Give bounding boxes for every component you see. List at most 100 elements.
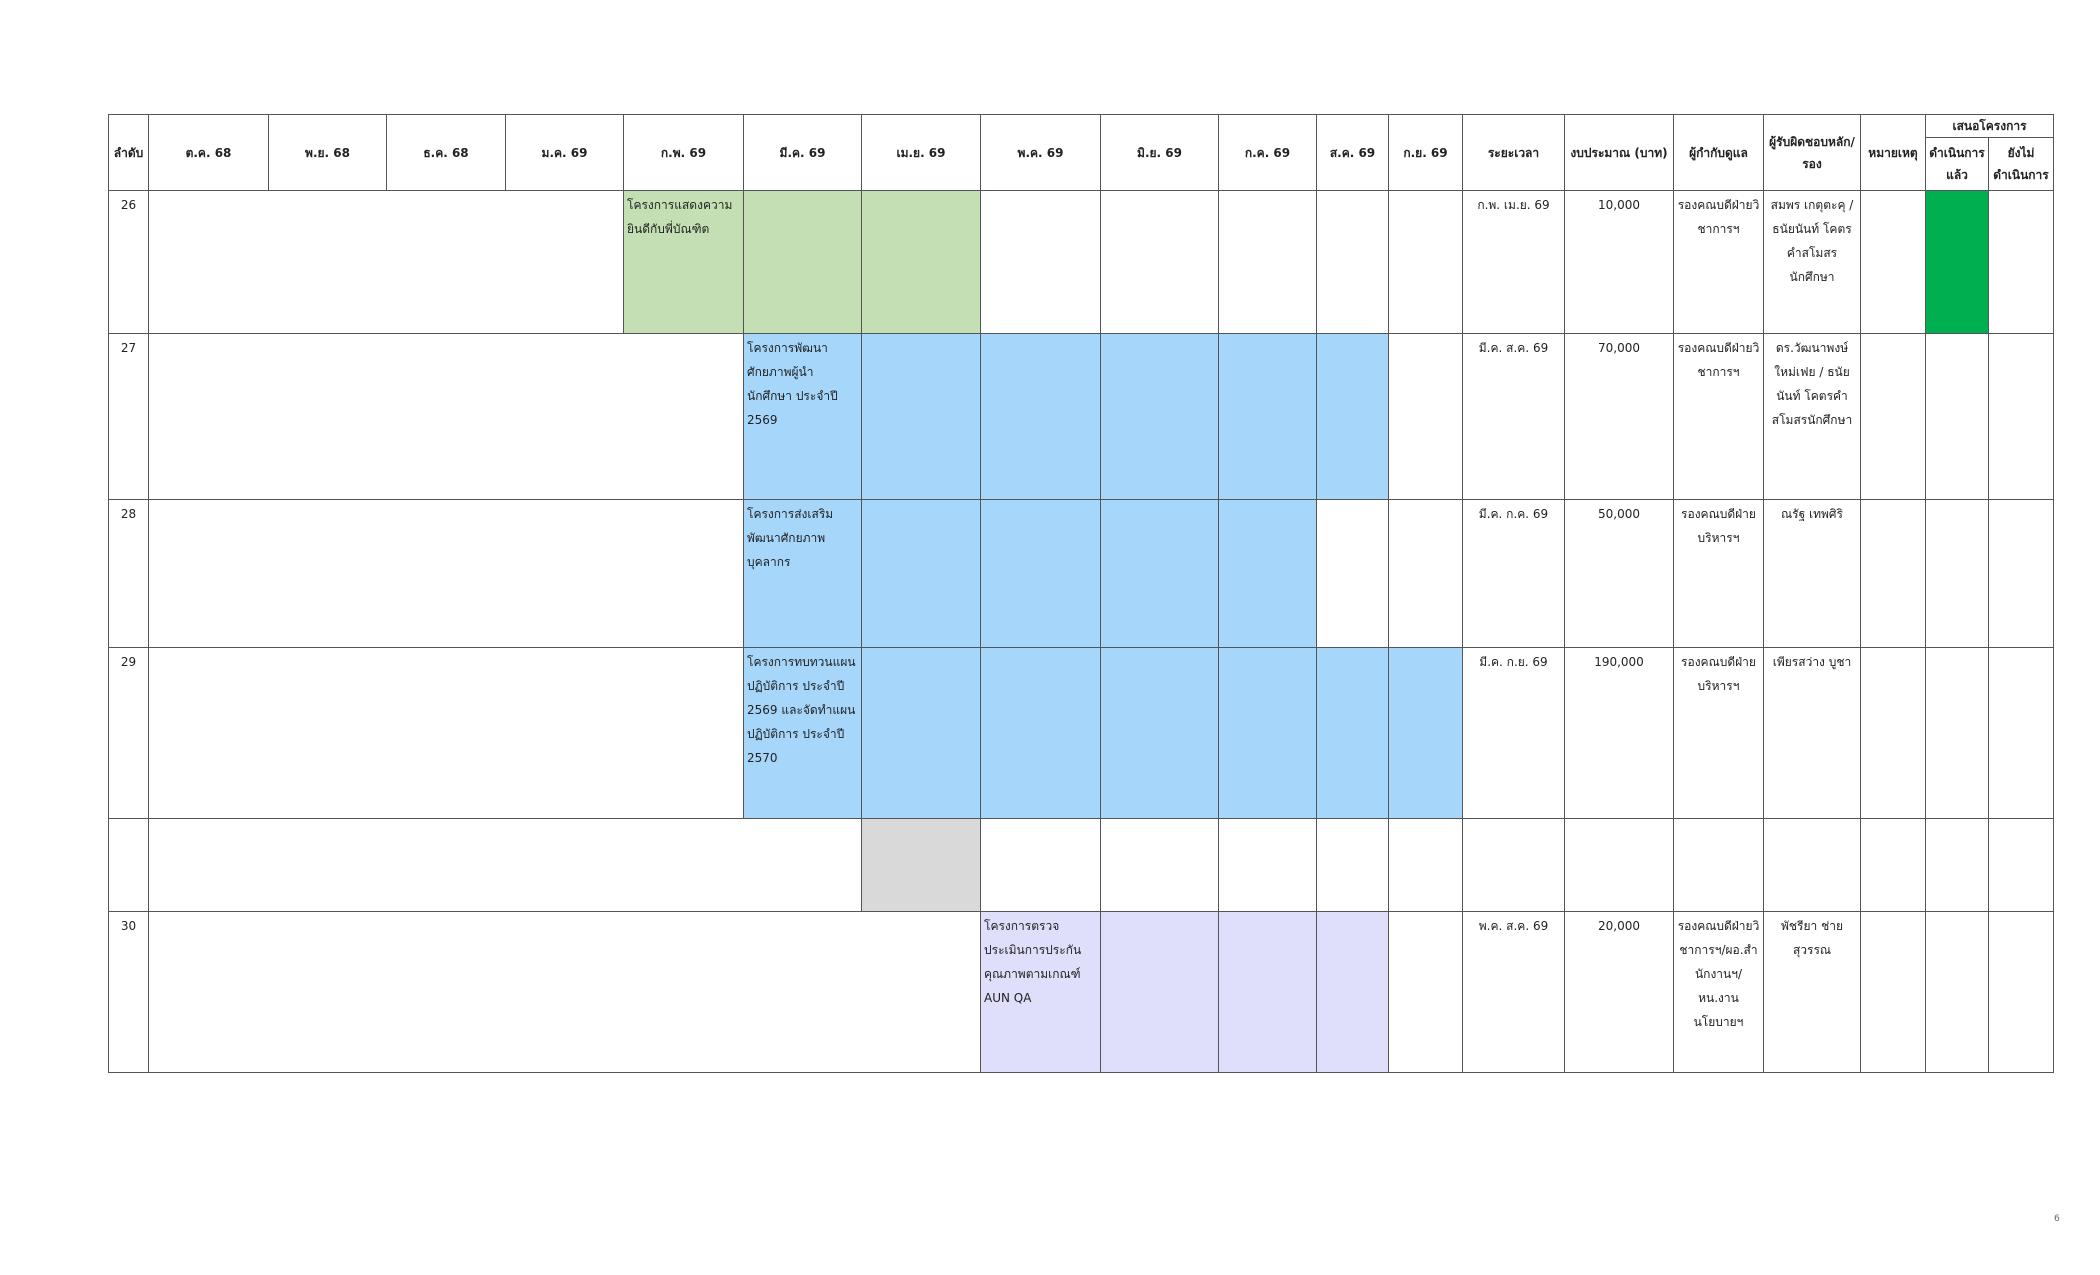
responsible bbox=[1763, 818, 1861, 912]
remark bbox=[1860, 333, 1926, 500]
timeline-bar bbox=[1218, 911, 1317, 1073]
timeline-cell bbox=[1100, 818, 1219, 912]
status-not-done bbox=[1988, 499, 2054, 648]
month-header: มี.ค. 69 bbox=[743, 114, 862, 191]
timeline-cell bbox=[1388, 499, 1463, 648]
header-cell: ลำดับ bbox=[108, 114, 149, 191]
row-number: 30 bbox=[108, 911, 149, 1073]
status-done bbox=[1925, 647, 1989, 819]
budget: 190,000 bbox=[1564, 647, 1674, 819]
status-done bbox=[1925, 499, 1989, 648]
page-number: 6 bbox=[2054, 1214, 2060, 1224]
timeline-bar bbox=[1100, 499, 1219, 648]
month-header: ส.ค. 69 bbox=[1316, 114, 1389, 191]
supervisor: รองคณบดีฝ่ายวิชาการฯ bbox=[1673, 190, 1764, 334]
status-done bbox=[1925, 333, 1989, 500]
supervisor: รองคณบดีฝ่ายวิชาการฯ/ผอ.สำนักงานฯ/หน.งาน… bbox=[1673, 911, 1764, 1073]
timeline-blank bbox=[148, 647, 744, 819]
remark bbox=[1860, 190, 1926, 334]
plan-row: 29 โครงการทบทวนแผนปฏิบัติการ ประจำปี 2569… bbox=[108, 647, 2054, 819]
timeline-bar: โครงการส่งเสริมพัฒนาศักยภาพบุคลากร bbox=[743, 499, 862, 648]
timeline-bar bbox=[1100, 333, 1219, 500]
plan-row: 30 โครงการตรวจประเมินการประกันคุณภาพตามเก… bbox=[108, 911, 2054, 1073]
timeline-bar bbox=[861, 190, 981, 334]
timeline-cell bbox=[1218, 190, 1317, 334]
month-header: ม.ค. 69 bbox=[505, 114, 624, 191]
responsible: ณรัฐ เทพศิริ bbox=[1763, 499, 1861, 648]
timeline-bar bbox=[861, 647, 981, 819]
plan-row: 26 โครงการแสดงความยินดีกับพี่บัณฑิต ก.พ. เ… bbox=[108, 190, 2054, 334]
timeline-bar: โครงการทบทวนแผนปฏิบัติการ ประจำปี 2569 แ… bbox=[743, 647, 862, 819]
timeline-cell bbox=[1388, 333, 1463, 500]
timeline-bar bbox=[1388, 647, 1463, 819]
month-header: มิ.ย. 69 bbox=[1100, 114, 1219, 191]
budget: 10,000 bbox=[1564, 190, 1674, 334]
remark bbox=[1860, 647, 1926, 819]
header-row: ดำเนินการแล้ว ยังไม่ดำเนินการ bbox=[109, 137, 2054, 191]
supervisor: รองคณบดีฝ่ายวิชาการฯ bbox=[1673, 333, 1764, 500]
remark bbox=[1860, 818, 1926, 912]
budget: 70,000 bbox=[1564, 333, 1674, 500]
remark bbox=[1860, 911, 1926, 1073]
supervisor: รองคณบดีฝ่ายบริหารฯ bbox=[1673, 499, 1764, 648]
row-number bbox=[108, 818, 149, 912]
status-done bbox=[1925, 190, 1989, 334]
period bbox=[1462, 818, 1565, 912]
row-number: 29 bbox=[108, 647, 149, 819]
status-not-done bbox=[1988, 647, 2054, 819]
timeline-cell bbox=[1316, 818, 1389, 912]
row-number: 26 bbox=[108, 190, 149, 334]
timeline-bar bbox=[980, 333, 1101, 500]
row-number: 28 bbox=[108, 499, 149, 648]
timeline-cell bbox=[1218, 818, 1317, 912]
timeline-blank bbox=[148, 818, 862, 912]
status-not-done bbox=[1988, 190, 2054, 334]
status-done bbox=[1925, 911, 1989, 1073]
header-row: ลำดับ ต.ค. 68 พ.ย. 68 ธ.ค. 68 ม.ค. 69 ก.พ. 69… bbox=[108, 114, 2054, 191]
header-cell: หมายเหตุ bbox=[1860, 114, 1926, 191]
timeline-bar bbox=[861, 818, 981, 912]
month-header: ก.ค. 69 bbox=[1218, 114, 1317, 191]
timeline-bar bbox=[1316, 647, 1389, 819]
period: มี.ค. ก.ย. 69 bbox=[1462, 647, 1565, 819]
timeline-bar: โครงการตรวจประเมินการประกันคุณภาพตามเกณฑ… bbox=[980, 911, 1101, 1073]
header-cell: งบประมาณ (บาท) bbox=[1564, 114, 1674, 191]
header-cell: ผู้รับผิดชอบหลัก/รอง bbox=[1763, 114, 1861, 191]
timeline-cell bbox=[980, 818, 1101, 912]
budget bbox=[1564, 818, 1674, 912]
timeline-bar bbox=[861, 333, 981, 500]
timeline-blank bbox=[148, 333, 744, 500]
timeline-bar bbox=[1100, 911, 1219, 1073]
status-not-done bbox=[1988, 818, 2054, 912]
timeline-cell bbox=[980, 190, 1101, 334]
timeline-cell bbox=[1388, 818, 1463, 912]
responsible: เพียรสว่าง บูชา bbox=[1763, 647, 1861, 819]
timeline-bar: โครงการพัฒนาศักยภาพผู้นำนักศึกษา ประจำปี… bbox=[743, 333, 862, 500]
timeline-blank bbox=[148, 190, 624, 334]
supervisor: รองคณบดีฝ่ายบริหารฯ bbox=[1673, 647, 1764, 819]
header-cell: ยังไม่ดำเนินการ bbox=[1988, 137, 2054, 191]
timeline-bar bbox=[1316, 333, 1389, 500]
header-cell: ดำเนินการแล้ว bbox=[1925, 137, 1989, 191]
plan-table: ลำดับ ต.ค. 68 พ.ย. 68 ธ.ค. 68 ม.ค. 69 ก.พ. 69… bbox=[108, 114, 2054, 1073]
month-header: ก.ย. 69 bbox=[1388, 114, 1463, 191]
month-header: พ.ย. 68 bbox=[268, 114, 387, 191]
period: มี.ค. ส.ค. 69 bbox=[1462, 333, 1565, 500]
remark bbox=[1860, 499, 1926, 648]
responsible: ดร.วัฒนาพงษ์ ใหม่เฟย / ธนัยนันท์ โคตรคำส… bbox=[1763, 333, 1861, 500]
timeline-cell bbox=[1100, 190, 1219, 334]
timeline-cell bbox=[1316, 499, 1389, 648]
budget: 20,000 bbox=[1564, 911, 1674, 1073]
status-done bbox=[1925, 818, 1989, 912]
plan-row: 28 โครงการส่งเสริมพัฒนาศักยภาพบุคลากร มี.ค… bbox=[108, 499, 2054, 648]
plan-row bbox=[108, 818, 2054, 912]
timeline-cell bbox=[1388, 190, 1463, 334]
month-header: ธ.ค. 68 bbox=[386, 114, 506, 191]
timeline-bar bbox=[1218, 333, 1317, 500]
timeline-blank bbox=[148, 499, 744, 648]
timeline-cell bbox=[1316, 190, 1389, 334]
timeline-bar: โครงการแสดงความยินดีกับพี่บัณฑิต bbox=[623, 190, 744, 334]
timeline-bar bbox=[861, 499, 981, 648]
header-cell: เสนอโครงการ bbox=[1925, 114, 2054, 138]
